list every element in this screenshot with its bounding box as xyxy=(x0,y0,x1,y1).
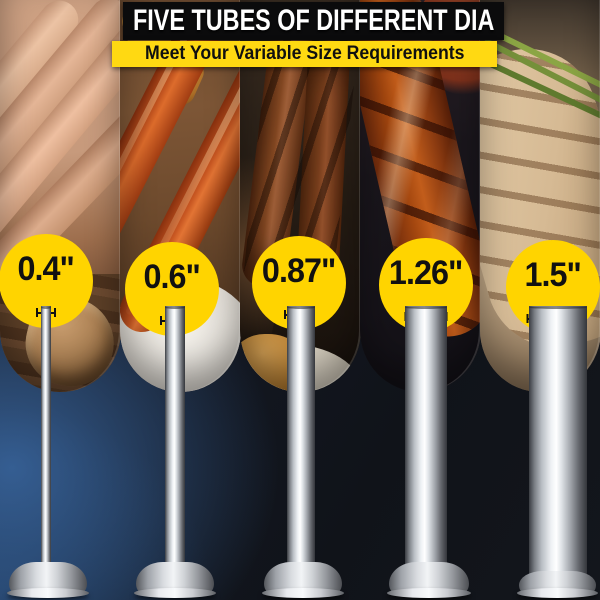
diameter-label-3: 0.87" xyxy=(262,252,336,290)
sausage-photo-shape xyxy=(0,0,86,248)
diameter-label-1: 0.4" xyxy=(17,250,75,288)
diameter-badge-3: 0.87" xyxy=(252,236,346,330)
subtitle-banner: Meet Your Variable Size Requirements xyxy=(112,41,497,67)
tube-base-2 xyxy=(134,562,216,598)
photo-strip-raw-sausages xyxy=(0,0,121,392)
tube-base-5 xyxy=(517,571,598,598)
page-title: FIVE TUBES OF DIFFERENT DIA xyxy=(132,4,495,37)
green-onion xyxy=(487,60,600,130)
diameter-label-2: 0.6" xyxy=(143,258,201,296)
sausage-photo-shape xyxy=(0,0,121,268)
diameter-label-5: 1.5" xyxy=(524,256,582,294)
green-onion xyxy=(483,38,600,116)
tube-base-1 xyxy=(7,562,89,598)
tube-base-3 xyxy=(262,562,344,598)
stuffing-tube-1 xyxy=(41,306,51,568)
title-banner: FIVE TUBES OF DIFFERENT DIA xyxy=(123,2,504,40)
stuffing-tube-2 xyxy=(165,306,185,568)
sausage-photo-shape xyxy=(0,0,121,274)
page-subtitle: Meet Your Variable Size Requirements xyxy=(144,43,465,64)
diameter-label-4: 1.26" xyxy=(389,254,463,292)
stuffing-tube-4 xyxy=(405,306,447,568)
tube-base-4 xyxy=(387,562,471,598)
stuffing-tube-5 xyxy=(529,306,587,576)
stuffing-tube-3 xyxy=(287,306,315,568)
